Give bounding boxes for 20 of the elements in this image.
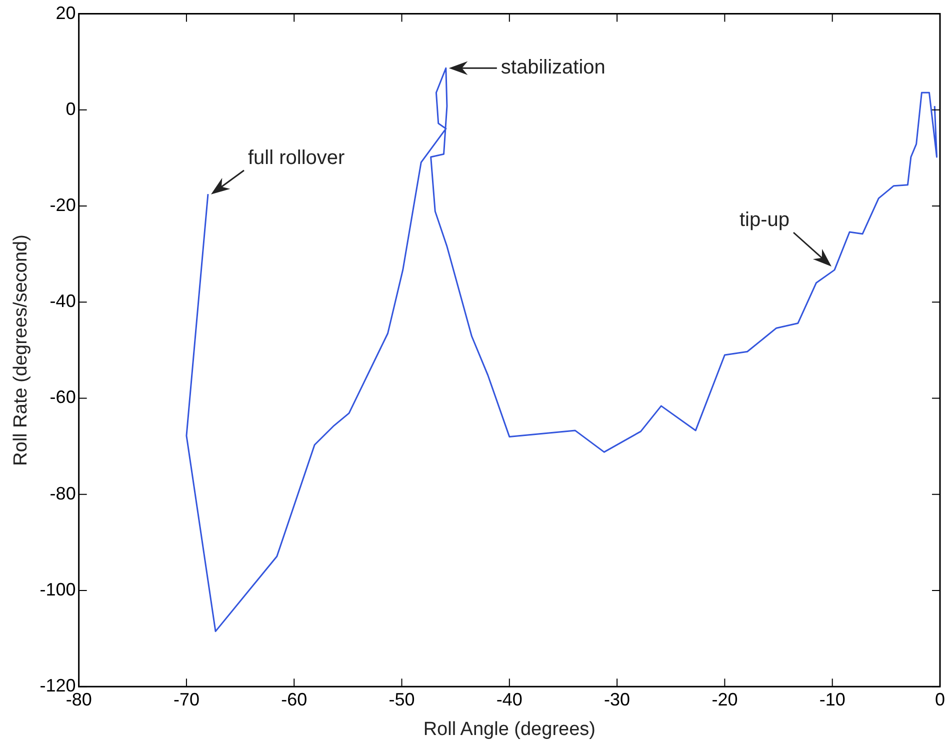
x-tick-label: -60 [281,689,308,710]
y-tick-label: 0 [66,98,76,119]
y-tick-label: -60 [50,387,76,408]
x-tick-label: -30 [604,689,630,710]
y-tick-label: -20 [50,194,76,215]
y-tick-label: 20 [56,2,76,23]
x-tick-label: -10 [819,689,846,710]
x-tick-label: -40 [496,689,522,710]
y-axis-title: Roll Rate (degrees/second) [10,234,32,466]
annotation: tip-up [739,209,790,232]
y-tick-label: -100 [40,579,76,600]
x-tick-label: -70 [173,689,200,710]
y-tick-label: -40 [50,291,76,312]
x-tick-label: 0 [934,689,945,710]
annotation: stabilization [500,56,606,79]
x-tick-label: -20 [712,689,738,710]
x-tick-label: -50 [388,689,415,710]
x-axis-title: Roll Angle (degrees) [423,718,596,740]
annotation: full rollover [248,146,346,169]
y-tick-label: -80 [50,483,76,504]
